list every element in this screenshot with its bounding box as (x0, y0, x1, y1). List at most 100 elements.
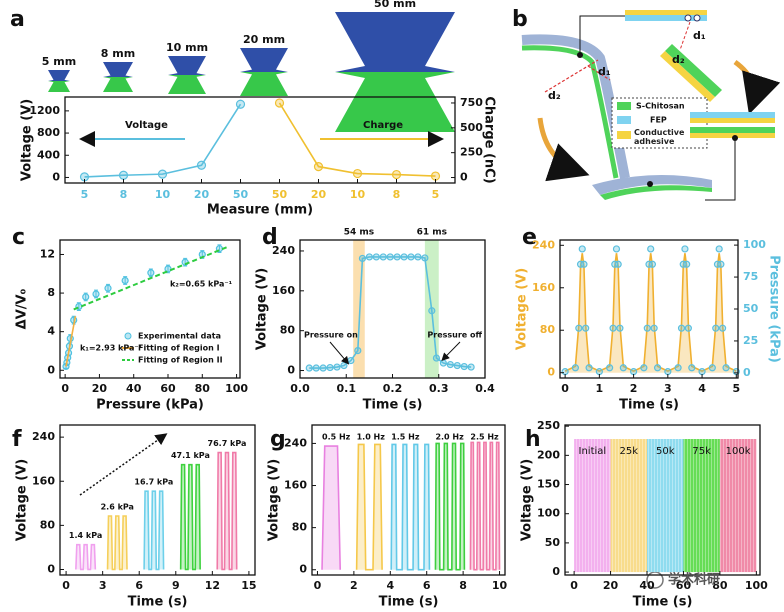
y-tick-label: 800 (37, 126, 60, 139)
marker (467, 363, 475, 371)
x-tick-label: 0.0 (290, 382, 310, 395)
x-tick-label: 6 (423, 579, 431, 592)
x-tick-label: 8 (459, 579, 467, 592)
area (107, 515, 128, 570)
x-tick-label: 12 (205, 579, 220, 592)
x-tick-label: 0.2 (383, 382, 403, 395)
area (435, 443, 465, 570)
layer (625, 10, 707, 15)
marker (585, 364, 593, 372)
marker (319, 364, 327, 372)
marker (571, 364, 580, 372)
leader-line (579, 15, 625, 55)
x-tick-label: 0.4 (475, 382, 495, 395)
area (75, 544, 96, 570)
x-tick-label: 0.1 (337, 382, 357, 395)
sample-blue (335, 12, 455, 72)
x-axis-label: Pressure (kPa) (96, 398, 204, 413)
marker (606, 364, 614, 372)
line (106, 515, 128, 571)
sample-blue (240, 48, 288, 72)
marker (698, 368, 706, 376)
marker (391, 169, 402, 180)
x-tick-label: 20 (603, 579, 619, 592)
line (434, 442, 466, 571)
marker (196, 160, 207, 170)
marker (578, 245, 586, 253)
sample-blue (103, 62, 133, 77)
marker (612, 245, 621, 253)
annotation: k₂=0.65 kPa⁻¹ (170, 280, 233, 289)
line (216, 451, 238, 571)
marker (460, 362, 468, 371)
y-tick-label: 1200 (29, 104, 60, 117)
series-label: 1.5 Hz (391, 433, 420, 442)
marker (609, 324, 617, 332)
y2-axis-label: Pressure (kPa) (767, 255, 782, 363)
area (322, 446, 341, 570)
legend-marker (124, 332, 132, 340)
marker (677, 324, 686, 332)
legend-label: Fitting of Region I (138, 344, 220, 353)
marker (582, 324, 590, 332)
charge (684, 14, 692, 22)
marker (664, 368, 672, 376)
y-axis-label: ΔV/V₀ (15, 288, 30, 329)
distance-label: d₂ (548, 89, 561, 102)
marker (421, 254, 429, 262)
y-tick-label: 80 (540, 323, 556, 336)
x-tick-label: 2 (630, 382, 638, 395)
y-tick-label: 50 (545, 536, 561, 549)
sample-green (335, 72, 455, 132)
y-axis-label: Voltage (V) (15, 459, 30, 541)
x-axis-label: Time (s) (633, 595, 693, 610)
x-tick-label: 60 (676, 579, 692, 592)
x-tick-label: 80 (195, 382, 211, 395)
photo-label: 10 mm (166, 41, 208, 54)
x-tick-label: 4 (386, 579, 394, 592)
area (180, 464, 201, 570)
x-tick-label: 5 (81, 188, 89, 201)
x-axis-label: Time (s) (363, 398, 423, 413)
marker (430, 171, 441, 181)
marker (313, 161, 324, 172)
y-tick-label: 150 (537, 478, 560, 491)
marker (82, 293, 90, 301)
y2-tick-label: 75 (743, 270, 758, 283)
x-tick-label: 20 (194, 188, 210, 201)
y-tick-label: 160 (32, 474, 55, 487)
line (355, 443, 383, 571)
plot-frame (564, 424, 761, 576)
y2-tick-label: 50 (743, 302, 759, 315)
y-tick-label: 240 (284, 436, 307, 449)
y2-tick-label: 25 (743, 334, 758, 347)
series-label: 1.0 Hz (357, 433, 386, 442)
x-tick-label: 0 (61, 382, 69, 395)
contact-dot (647, 181, 653, 187)
marker (718, 324, 727, 332)
marker (365, 253, 373, 261)
photo-label: 8 mm (101, 47, 135, 60)
x-tick-label: 5 (432, 188, 440, 201)
x-axis-label: Measure (mm) (207, 203, 313, 218)
fold-diagram: S-Chitosan FEP Conductive adhesive d₁ d₂… (521, 10, 781, 201)
marker (643, 324, 651, 332)
x-tick-label: 3 (664, 382, 672, 395)
x-tick-label: 100 (745, 579, 768, 592)
y-tick-label: 0 (552, 565, 560, 578)
y2-axis-label: Charge (nC) (482, 96, 497, 183)
y-axis-label: Voltage (V) (20, 99, 35, 181)
marker (358, 254, 367, 263)
layer (690, 133, 775, 138)
legend-label: Experimental data (138, 332, 221, 341)
y-axis-label: Voltage (V) (267, 459, 282, 541)
y-tick-label: 0 (287, 364, 295, 377)
y-tick-label: 100 (537, 507, 560, 520)
marker (715, 245, 723, 253)
bar-label: 100k (726, 446, 751, 457)
line (73, 245, 229, 311)
y-tick-label: 0 (47, 363, 55, 376)
leader-line (705, 140, 736, 201)
marker (619, 364, 627, 372)
layer (690, 118, 775, 123)
